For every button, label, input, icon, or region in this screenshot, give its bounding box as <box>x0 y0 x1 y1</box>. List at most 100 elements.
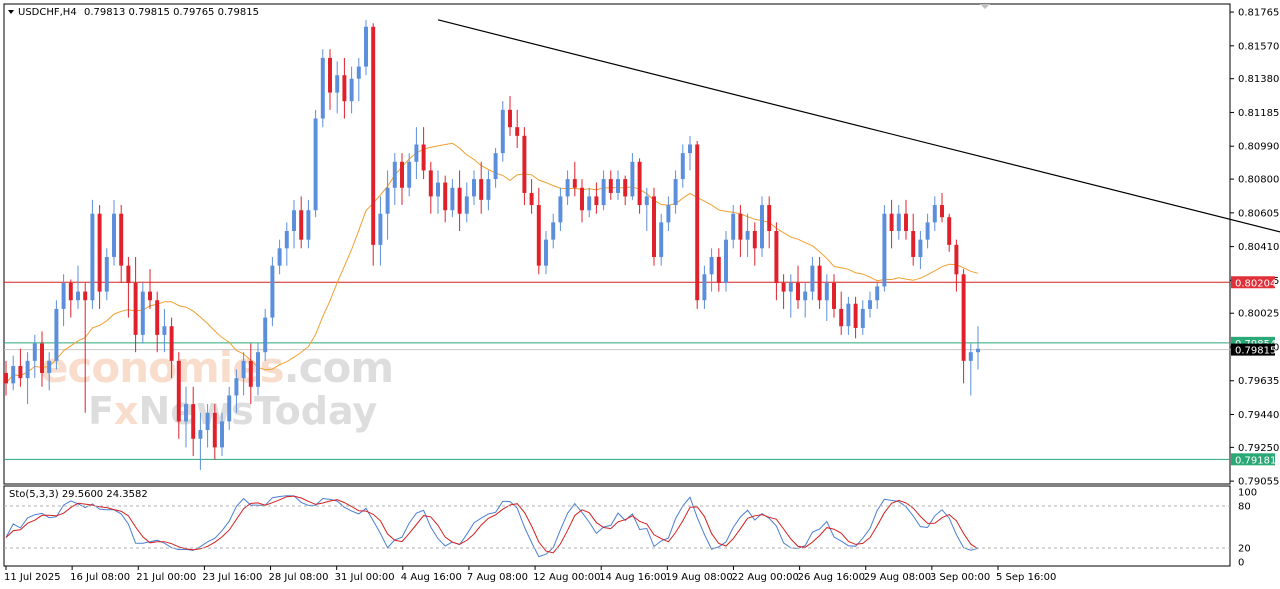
candle-body <box>148 291 152 301</box>
candle-body <box>594 196 599 206</box>
candle-body <box>580 187 584 211</box>
candle-body <box>212 412 217 448</box>
candle-body <box>155 300 160 335</box>
candle-body <box>954 244 959 275</box>
candle-body <box>868 300 872 309</box>
candle-body <box>558 196 563 223</box>
price-tick-label: 0.80800 <box>1238 175 1279 186</box>
stochastic-main-line <box>5 495 979 558</box>
candle-body <box>536 205 541 266</box>
candle-body <box>450 187 455 211</box>
candle-body <box>810 265 815 292</box>
candle-body <box>4 372 8 384</box>
candle-body <box>846 303 851 327</box>
candle-body <box>349 78 354 102</box>
watermark-line2-part3: NewsToday <box>138 389 377 433</box>
candle-body <box>284 231 289 249</box>
candle-body <box>724 239 728 283</box>
candle-body <box>227 395 232 422</box>
candle-body <box>709 256 714 275</box>
time-tick-label: 11 Jul 2025 <box>4 572 61 583</box>
candle-body <box>328 57 332 93</box>
main-panel-frame <box>3 3 1231 485</box>
candle-body <box>40 343 44 373</box>
stochastic-level-label: 80 <box>1238 502 1251 513</box>
price-label-box <box>1231 276 1275 289</box>
stochastic-level-label: 20 <box>1238 544 1251 555</box>
candle-body <box>932 205 937 223</box>
candle-body <box>414 144 419 162</box>
candle-body <box>752 231 757 249</box>
svg-text:economies.com: economies.com <box>40 343 393 392</box>
candle-body <box>781 282 786 292</box>
candle-body <box>572 179 577 188</box>
time-tick-label: 19 Aug 08:00 <box>665 572 732 583</box>
candle-body <box>32 343 37 361</box>
symbol-dropdown-icon[interactable] <box>8 10 14 14</box>
candle-body <box>695 144 700 301</box>
price-tick-label: 0.79635 <box>1238 376 1279 387</box>
time-tick-label: 23 Jul 16:00 <box>202 572 262 583</box>
candle-body <box>680 153 685 180</box>
candle-body <box>731 213 736 240</box>
candle-body <box>918 239 923 257</box>
candle-body <box>140 291 145 335</box>
time-tick-label: 31 Jul 00:00 <box>335 572 395 583</box>
stochastic-level-label: 0 <box>1238 558 1244 569</box>
candle-body <box>83 291 88 301</box>
candle-body <box>356 66 361 79</box>
candle-body <box>860 308 865 328</box>
shift-marker-icon <box>980 4 990 9</box>
candle-body <box>796 282 800 301</box>
candle-body <box>90 213 95 301</box>
symbol-label: USDCHF,H4 <box>18 7 77 18</box>
candle-body <box>277 248 282 266</box>
candle-body <box>673 179 678 206</box>
candle-body <box>702 274 707 301</box>
candle-body <box>11 366 16 384</box>
candle-body <box>313 118 318 211</box>
candle-body <box>292 210 296 232</box>
indicator-label: Sto(5,3,3) 29.5600 24.3582 <box>9 489 148 500</box>
candle-body <box>565 179 570 197</box>
candle-body <box>817 265 822 301</box>
candle-body <box>788 282 793 292</box>
candle-body <box>853 303 858 328</box>
candle-body <box>270 265 275 318</box>
watermark-line2-part2: x <box>114 389 139 433</box>
time-tick-label: 4 Aug 16:00 <box>401 572 462 583</box>
time-tick-label: 16 Jul 08:00 <box>70 572 130 583</box>
candle-body <box>47 360 52 373</box>
price-tick-label: 0.80410 <box>1238 242 1279 253</box>
candle-body <box>385 187 390 214</box>
stochastic-level-label: 100 <box>1238 488 1257 499</box>
candle-body <box>198 430 203 439</box>
candle-body <box>947 217 952 245</box>
watermark-line1-part1: economies <box>40 343 284 392</box>
candle-body <box>18 366 23 379</box>
candle-body <box>551 222 556 240</box>
time-tick-label: 26 Aug 16:00 <box>798 572 865 583</box>
trendline[interactable] <box>437 19 1280 287</box>
price-tick-label: 0.79250 <box>1238 443 1279 454</box>
indicator-panel-frame <box>3 485 1231 567</box>
candle-body <box>659 222 664 257</box>
candle-body <box>306 210 311 240</box>
candle-body <box>716 256 721 283</box>
candle-body <box>529 192 534 206</box>
candle-body <box>378 213 383 245</box>
candle-body <box>169 326 174 361</box>
price-label-text: 0.79181 <box>1235 455 1276 466</box>
candle-body <box>630 161 635 197</box>
candle-body <box>515 127 520 136</box>
ohlc-readout: 0.79813 0.79815 0.79765 0.79815 <box>84 7 259 18</box>
candle-body <box>234 378 239 396</box>
trendline-group <box>437 19 1280 287</box>
candle-body <box>616 179 620 193</box>
candle-body <box>97 213 102 292</box>
candle-body <box>320 57 325 119</box>
candle-body <box>623 179 628 197</box>
candle-body <box>104 256 109 292</box>
candle-body <box>688 144 692 154</box>
